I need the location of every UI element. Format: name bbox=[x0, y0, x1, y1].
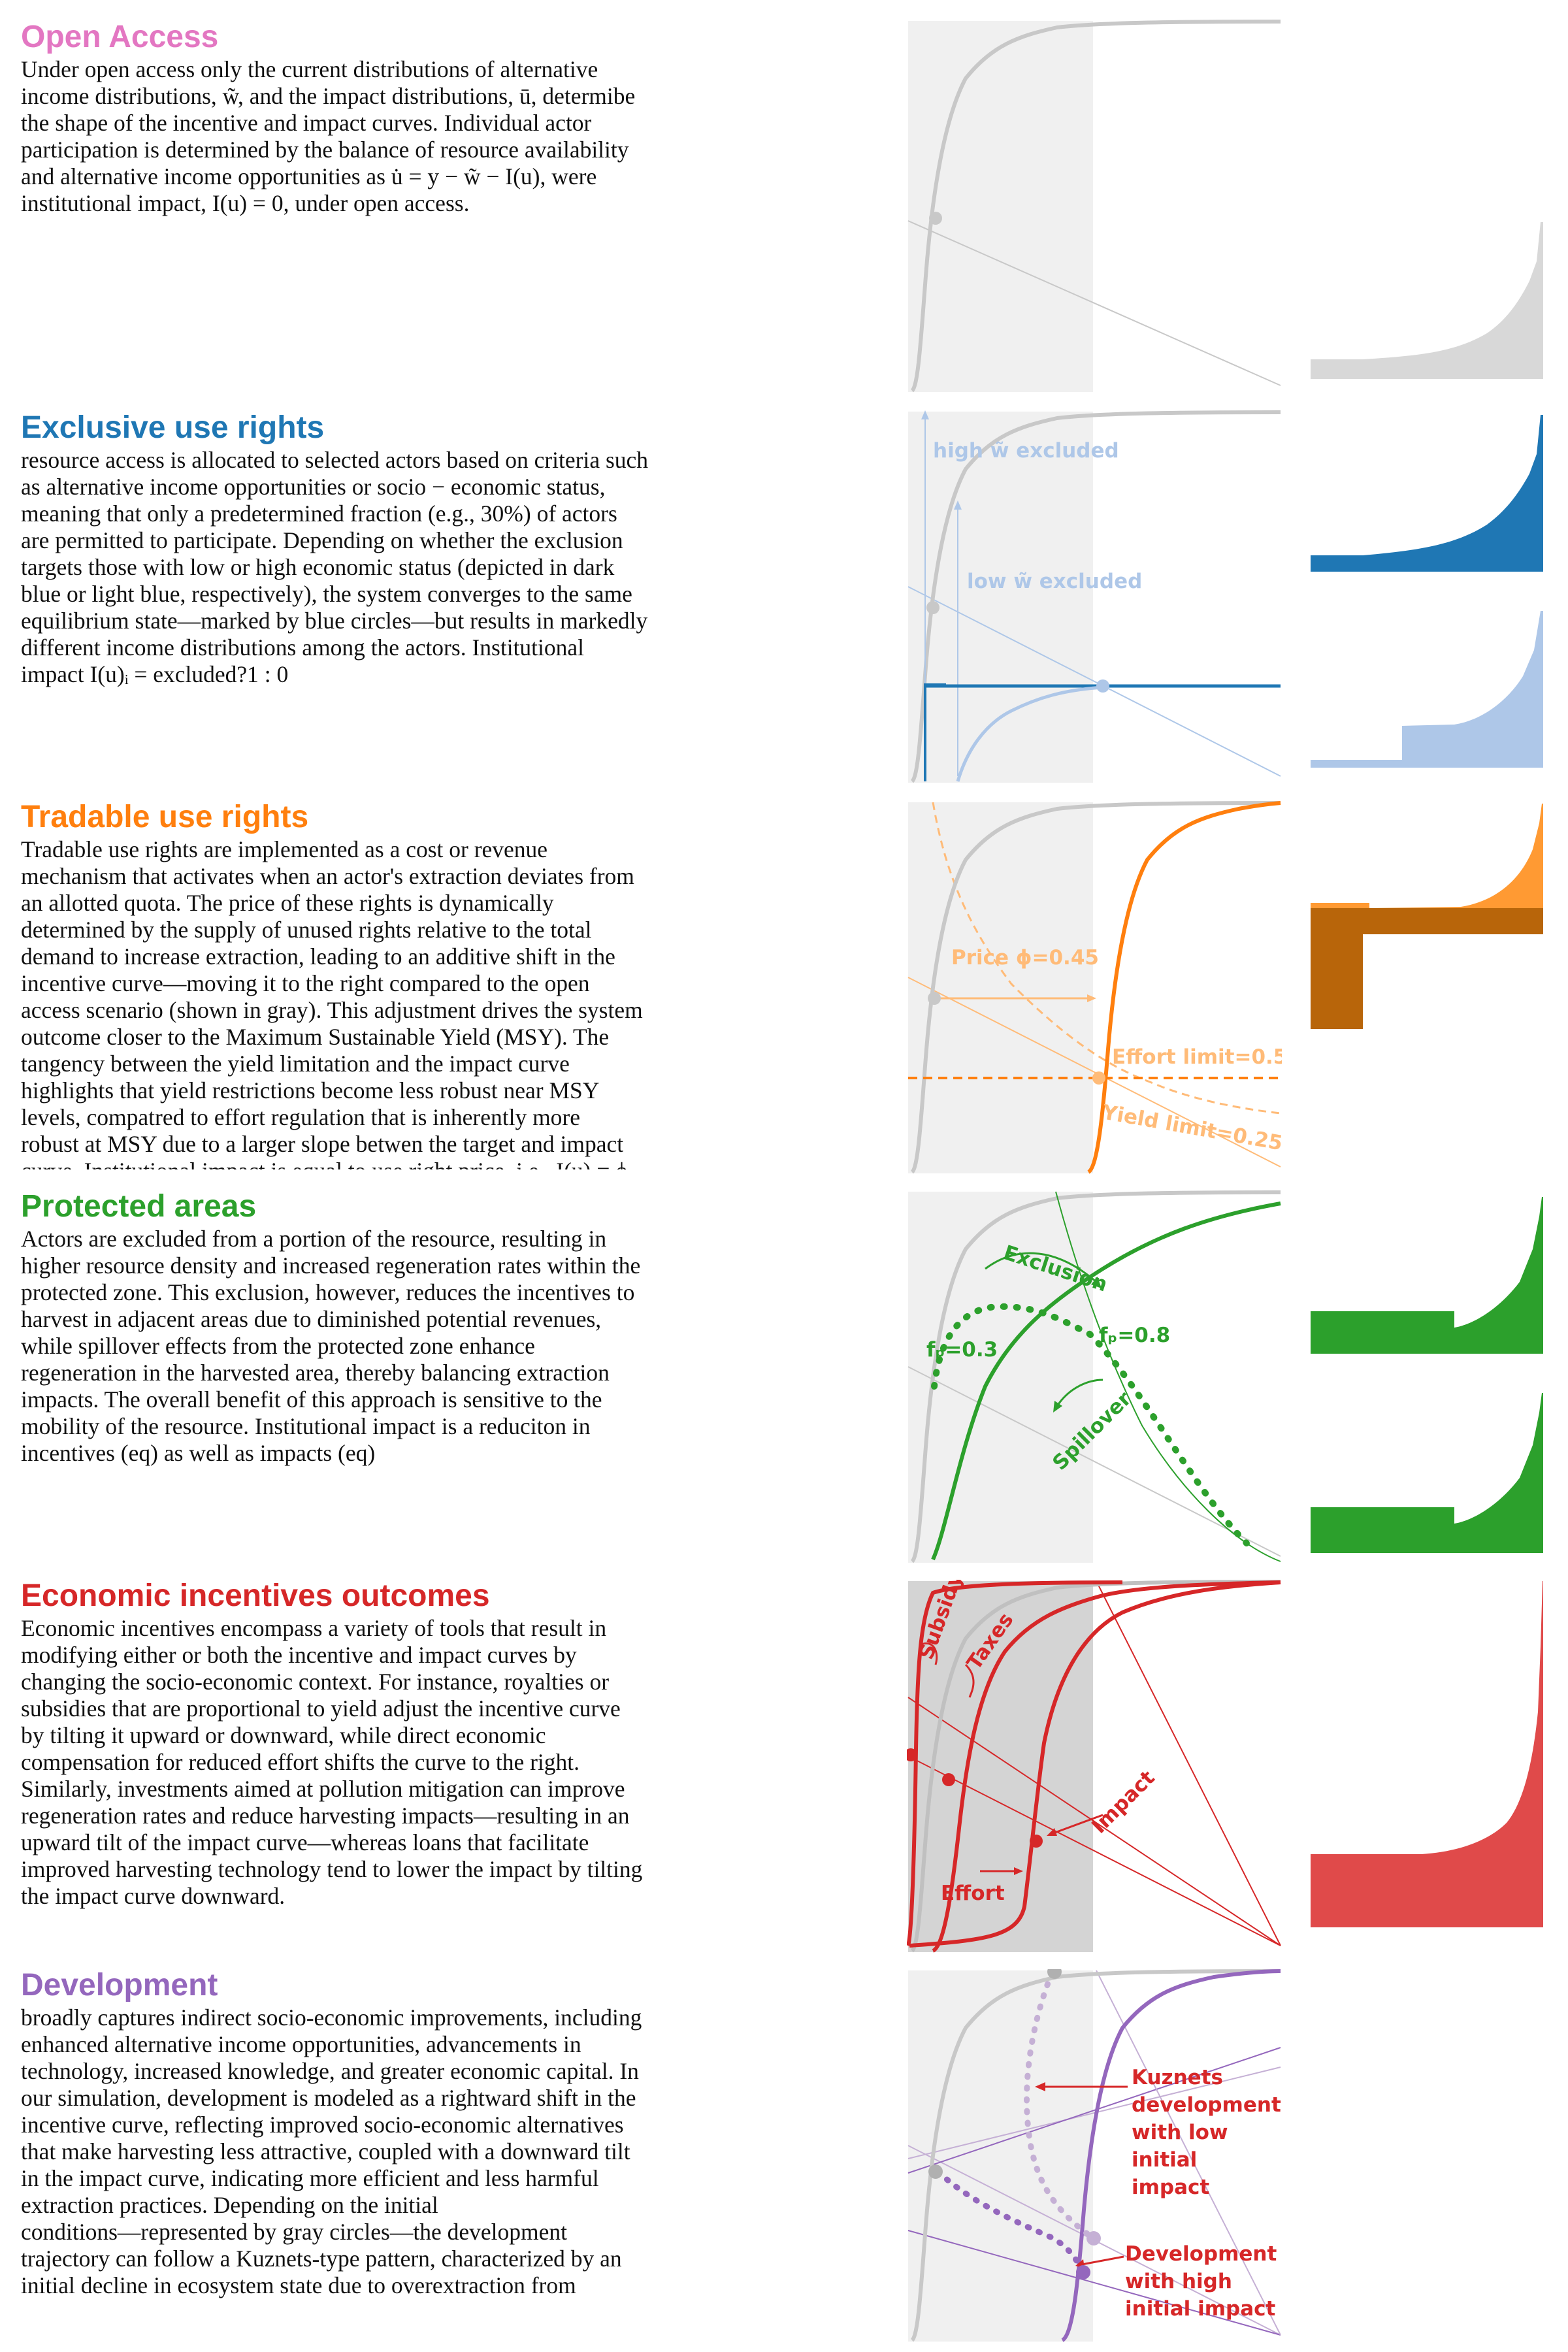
development-phase-plot: Kuznets development with low initial imp… bbox=[907, 1969, 1281, 2342]
section-tradable-use-rights: Tradable use rights Tradable use rights … bbox=[0, 798, 1568, 1171]
annotation-dev-high-line3: initial impact bbox=[1125, 2297, 1276, 2321]
open-access-phase-plot bbox=[907, 20, 1281, 393]
section-title: Tradable use rights bbox=[21, 800, 309, 834]
open-access-income-histogram bbox=[1311, 222, 1543, 379]
section-economic-incentives: Economic incentives outcomes Economic in… bbox=[0, 1577, 1568, 1950]
section-description: Economic incentives encompass a variety … bbox=[21, 1615, 643, 1909]
exclusive-use-phase-plot: high w̃ excluded low w̃ excluded bbox=[907, 410, 1281, 783]
tradable-use-income-histogram bbox=[1311, 804, 1543, 1029]
annotation-kuznets-line5: impact bbox=[1132, 2176, 1209, 2199]
annotation-fp-low: fₚ=0.3 bbox=[926, 1338, 998, 1362]
section-title: Economic incentives outcomes bbox=[21, 1578, 490, 1613]
annotation-kuznets-line3: with low bbox=[1132, 2121, 1228, 2144]
annotation-dev-high-line2: with high bbox=[1125, 2270, 1232, 2293]
economic-incentives-phase-plot: Subsidy Taxes Impact Effort bbox=[907, 1580, 1281, 1953]
section-exclusive-use-rights: Exclusive use rights resource access is … bbox=[0, 409, 1568, 781]
section-development: Development broadly captures indirect so… bbox=[0, 1967, 1568, 2345]
annotation-kuznets-line4: initial bbox=[1132, 2148, 1197, 2172]
section-title: Open Access bbox=[21, 20, 219, 54]
tradable-use-phase-plot: Price ϕ=0.45 Effort limit=0.5 Yield limi… bbox=[907, 801, 1282, 1174]
annotation-kuznets-line1: Kuznets bbox=[1132, 2066, 1223, 2089]
section-protected-areas: Protected areas Actors are excluded from… bbox=[0, 1188, 1568, 1560]
section-description: Under open access only the current distr… bbox=[21, 56, 636, 216]
annotation-dev-high-line1: Development bbox=[1125, 2242, 1277, 2266]
section-title: Protected areas bbox=[21, 1189, 257, 1224]
section-description: broadly captures indirect socio-economic… bbox=[21, 2004, 642, 2298]
annotation-price: Price ϕ=0.45 bbox=[951, 946, 1099, 970]
economic-incentives-income-histogram bbox=[1311, 1581, 1543, 1927]
section-open-access: Open Access Under open access only the c… bbox=[0, 18, 1568, 391]
annotation-effort-limit: Effort limit=0.5 bbox=[1112, 1045, 1282, 1069]
section-title: Exclusive use rights bbox=[21, 410, 325, 445]
annotation-yield-limit: Yield limit=0.25 bbox=[1100, 1100, 1282, 1155]
section-description: Tradable use rights are implemented as a… bbox=[21, 836, 643, 1169]
annotation-high-excluded: high w̃ excluded bbox=[933, 439, 1119, 463]
annotation-impact: Impact bbox=[1087, 1766, 1160, 1838]
annotation-kuznets-line2: development bbox=[1132, 2093, 1281, 2117]
protected-areas-income-histograms bbox=[1311, 1197, 1543, 1553]
annotation-effort: Effort bbox=[941, 1882, 1005, 1905]
section-description: resource access is allocated to selected… bbox=[21, 447, 649, 687]
annotation-low-excluded: low w̃ excluded bbox=[967, 570, 1142, 593]
exclusive-use-income-histograms bbox=[1311, 415, 1543, 768]
annotation-fp-high: fₚ=0.8 bbox=[1099, 1324, 1170, 1347]
protected-areas-phase-plot: Exclusion fₚ=0.3 fₚ=0.8 Spillover bbox=[907, 1190, 1281, 1563]
section-description: Actors are excluded from a portion of th… bbox=[21, 1226, 641, 1466]
section-title: Development bbox=[21, 1968, 218, 2002]
